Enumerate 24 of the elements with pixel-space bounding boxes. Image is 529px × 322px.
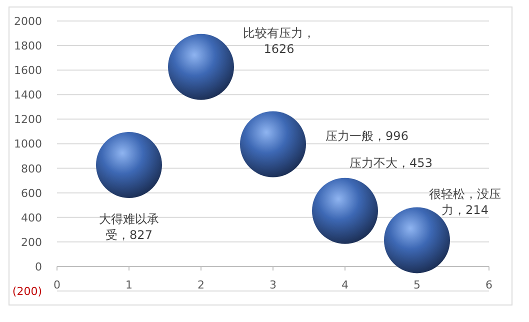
y-tick-label: 400 xyxy=(21,211,42,224)
data-label: 很轻松，没压力，214 xyxy=(429,187,501,218)
y-tick-label: 1400 xyxy=(14,88,42,102)
y-tick-label: 2000 xyxy=(14,15,42,28)
data-label: 压力不大，453 xyxy=(350,156,432,170)
y-tick-label: 1000 xyxy=(14,138,42,151)
y-tick-label: 200 xyxy=(21,236,42,249)
y-tick-label: 600 xyxy=(21,186,42,200)
x-tick-label: 1 xyxy=(126,278,132,292)
y-tick-label: 1200 xyxy=(14,113,42,126)
y-tick-label: 1800 xyxy=(14,40,42,53)
data-label: 压力一般，996 xyxy=(326,129,408,144)
x-tick-label: 3 xyxy=(270,278,276,292)
x-tick-label: 0 xyxy=(54,278,60,292)
x-tick-label: 2 xyxy=(198,278,204,292)
y-tick-label: 0 xyxy=(35,260,42,274)
data-label: 大得难以承受，827 xyxy=(99,212,159,242)
x-tick-label: 5 xyxy=(414,278,420,292)
y-tick-label: 1600 xyxy=(14,64,42,78)
y-tick-label: (200) xyxy=(12,285,42,298)
data-label: 比较有压力，1626 xyxy=(243,26,315,56)
x-tick-label: 6 xyxy=(486,278,492,292)
y-tick-label: 800 xyxy=(21,162,42,176)
x-tick-label: 4 xyxy=(342,278,348,292)
